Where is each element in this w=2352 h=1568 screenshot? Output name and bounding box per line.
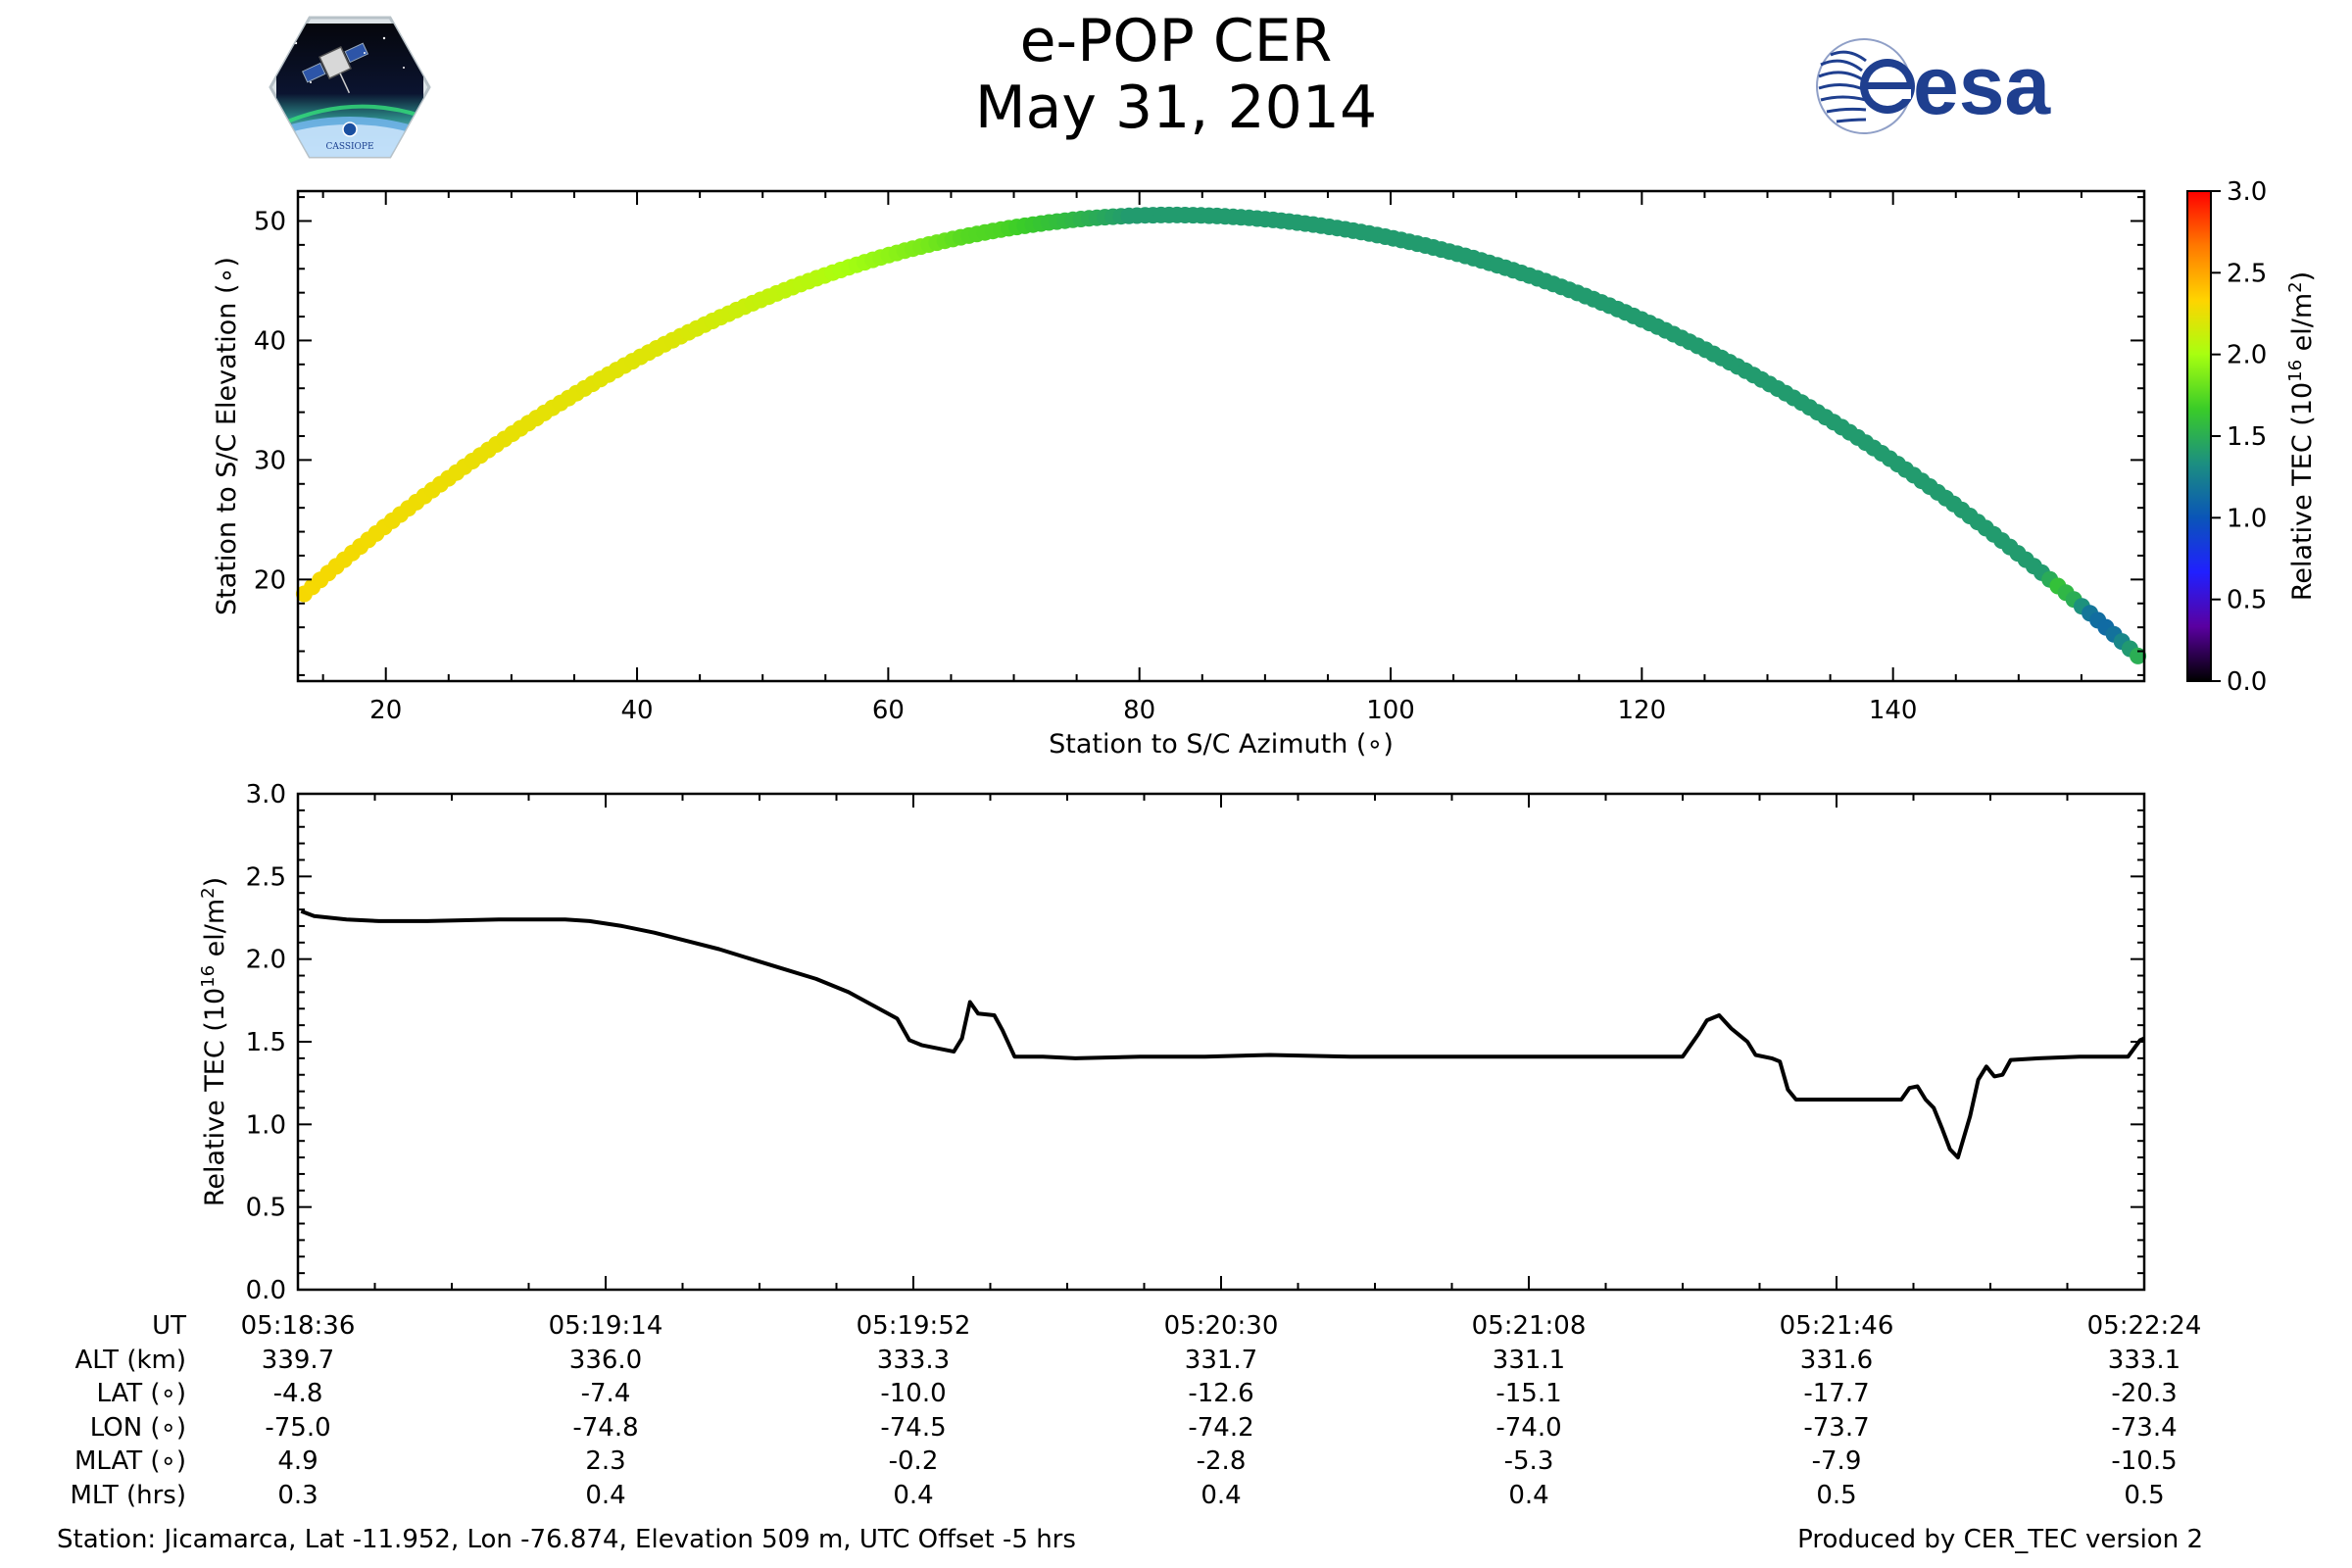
ephemeris-value: -5.3: [1503, 1446, 1554, 1476]
ephemeris-value: -73.4: [2111, 1412, 2178, 1443]
ephemeris-value: 331.6: [1799, 1345, 1874, 1375]
esa-logo: esa: [1816, 38, 2051, 134]
ephemeris-time-label: 05:22:24: [2086, 1311, 2202, 1341]
x-tick-label: 20: [369, 696, 402, 725]
y-tick-label: 20: [254, 565, 286, 595]
colorbar-tick-label: 2.0: [2227, 341, 2267, 370]
ephemeris-value: -74.5: [880, 1412, 947, 1443]
sky-track-x-axis-label: Station to S/C Azimuth (∘): [1049, 729, 1394, 760]
x-tick-label: 140: [1869, 696, 1918, 725]
ephemeris-value: -20.3: [2111, 1379, 2178, 1408]
ephemeris-value: -0.2: [888, 1446, 939, 1476]
ephemeris-value: 4.9: [277, 1446, 318, 1476]
ephemeris-value: 0.4: [1508, 1480, 1549, 1510]
ephemeris-value: 331.7: [1184, 1345, 1258, 1375]
ephemeris-value: 336.0: [568, 1345, 643, 1375]
ephemeris-row-label: LON (∘): [89, 1412, 186, 1443]
x-tick-label: 100: [1366, 696, 1415, 725]
ephemeris-value: 2.3: [585, 1446, 626, 1476]
ephemeris-value: 339.7: [261, 1345, 335, 1375]
ephemeris-value: -17.7: [1803, 1379, 1870, 1408]
ephemeris-time-label: 05:19:14: [548, 1311, 663, 1341]
ephemeris-value: 0.3: [277, 1480, 318, 1510]
ephemeris-value: -7.4: [580, 1379, 631, 1408]
ephemeris-row-label: ALT (km): [74, 1345, 186, 1375]
tec-colorbar: 0.0 0.5 1.0 1.5 2.0 2.5 3.0 Relative TEC (1016…: [2186, 177, 2319, 697]
ephemeris-time-label: 05:19:52: [856, 1311, 971, 1341]
ephemeris-time-label: 05:21:46: [1779, 1311, 1894, 1341]
tec-y-axis-label: Relative TEC (1016 el/m2): [198, 877, 231, 1206]
y-tick-label: 1.5: [246, 1028, 286, 1057]
tec-plot-frame: [296, 792, 2146, 1292]
ephemeris-value: -2.8: [1196, 1446, 1247, 1476]
ephemeris-value: -7.9: [1811, 1446, 1862, 1476]
x-tick-label: 80: [1123, 696, 1155, 725]
y-tick-label: 30: [254, 446, 286, 475]
station-info: Station: Jicamarca, Lat -11.952, Lon -76…: [57, 1525, 1076, 1554]
colorbar-tick-label: 1.5: [2227, 422, 2267, 452]
y-tick-label: 40: [254, 326, 286, 356]
y-tick-label: 3.0: [246, 780, 286, 809]
ephemeris-row-label: MLT (hrs): [70, 1480, 187, 1510]
ephemeris-value: -74.0: [1495, 1412, 1562, 1443]
y-tick-label: 50: [254, 207, 286, 236]
colorbar-tick-label: 0.0: [2227, 667, 2267, 697]
x-tick-label: 40: [620, 696, 653, 725]
colorbar-tick-label: 3.0: [2227, 177, 2267, 207]
colorbar-label: Relative TEC (1016 el/m2): [2285, 271, 2319, 601]
y-tick-label: 0.5: [246, 1194, 286, 1223]
ephemeris-time-label: 05:20:30: [1163, 1311, 1279, 1341]
ephemeris-value: -10.5: [2111, 1446, 2178, 1476]
y-tick-label: 1.0: [246, 1110, 286, 1140]
ephemeris-value: 0.4: [1200, 1480, 1242, 1510]
ephemeris-row-label: MLAT (∘): [74, 1446, 186, 1476]
ephemeris-value: 0.4: [893, 1480, 934, 1510]
colorbar-tick-label: 1.0: [2227, 504, 2267, 533]
ephemeris-row-label: UT: [152, 1311, 186, 1341]
cassiope-logo: CASSIOPE: [269, 16, 431, 159]
svg-text:CASSIOPE: CASSIOPE: [325, 142, 373, 152]
colorbar-tick-label: 0.5: [2227, 586, 2267, 615]
ephemeris-value: 0.5: [2124, 1480, 2165, 1510]
ephemeris-value: 333.1: [2107, 1345, 2181, 1375]
chart-date: May 31, 2014: [974, 74, 1378, 142]
ephemeris-value: 331.1: [1492, 1345, 1566, 1375]
sky-track-y-axis-label: Station to S/C Elevation (∘): [212, 257, 242, 615]
ephemeris-value: 333.3: [876, 1345, 951, 1375]
y-tick-label: 2.5: [246, 862, 286, 892]
ephemeris-value: -12.6: [1188, 1379, 1254, 1408]
chart-title: e-POP CER: [1019, 7, 1333, 75]
producer-info: Produced by CER_TEC version 2: [1797, 1525, 2203, 1554]
ephemeris-value: -4.8: [272, 1379, 323, 1408]
y-tick-label: 2.0: [246, 946, 286, 975]
sky-track-plot: 20 40 60 80 100 120 140 20 30 40 50 Station to S/C…: [212, 189, 2147, 760]
ephemeris-value: -75.0: [265, 1412, 331, 1443]
colorbar-gradient: [2186, 190, 2212, 682]
ephemeris-value: -15.1: [1495, 1379, 1562, 1408]
svg-text:esa: esa: [1913, 39, 2051, 131]
ephemeris-value: -74.8: [572, 1412, 639, 1443]
ephemeris-value: 0.4: [585, 1480, 626, 1510]
colorbar-tick-label: 2.5: [2227, 259, 2267, 288]
ephemeris-value: -74.2: [1188, 1412, 1254, 1443]
ephemeris-value: 0.5: [1816, 1480, 1857, 1510]
tec-series-line: [300, 908, 2145, 1160]
ephemeris-time-label: 05:18:36: [240, 1311, 356, 1341]
tec-time-series-plot: 0.0 0.5 1.0 1.5 2.0 2.5 3.0 Relative TEC (1016…: [198, 780, 2146, 1305]
ephemeris-value: -73.7: [1803, 1412, 1870, 1443]
ephemeris-value: -10.0: [880, 1379, 947, 1408]
ephemeris-row-label: LAT (∘): [96, 1379, 186, 1408]
x-tick-label: 120: [1618, 696, 1667, 725]
y-tick-label: 0.0: [246, 1276, 286, 1305]
x-tick-label: 60: [872, 696, 905, 725]
ephemeris-time-label: 05:21:08: [1471, 1311, 1587, 1341]
